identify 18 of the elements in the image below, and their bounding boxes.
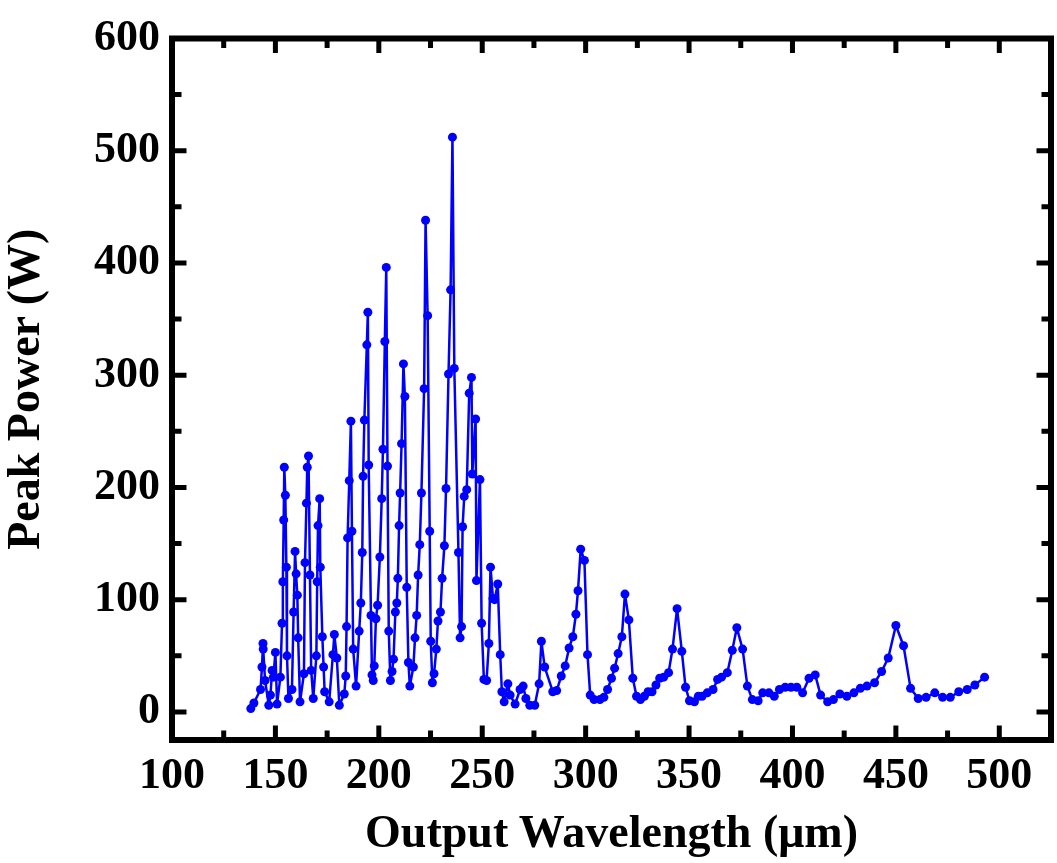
y-tick-label: 200 <box>94 459 160 509</box>
y-tick-label: 500 <box>94 123 160 173</box>
x-tick-label: 200 <box>345 748 412 798</box>
x-tick-label: 450 <box>862 748 929 798</box>
x-tick-label: 250 <box>449 748 516 798</box>
x-axis-title: Output Wavelength (μm) <box>365 806 858 858</box>
x-tick-label: 300 <box>552 748 619 798</box>
x-tick-label: 100 <box>139 748 205 798</box>
x-tick-label: 500 <box>966 748 1033 798</box>
y-tick-label: 0 <box>138 684 160 734</box>
y-tick-label: 300 <box>94 347 160 397</box>
x-tick-label: 350 <box>656 748 723 798</box>
y-axis-title: Peak Power (W) <box>0 228 50 550</box>
y-tick-label: 400 <box>94 235 160 285</box>
y-tick-label: 600 <box>94 10 160 60</box>
x-tick-label: 400 <box>759 748 826 798</box>
y-tick-label: 100 <box>94 572 160 622</box>
x-tick-label: 150 <box>242 748 309 798</box>
